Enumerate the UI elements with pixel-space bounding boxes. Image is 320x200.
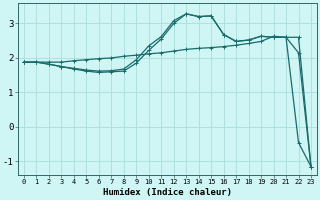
X-axis label: Humidex (Indice chaleur): Humidex (Indice chaleur) <box>103 188 232 197</box>
